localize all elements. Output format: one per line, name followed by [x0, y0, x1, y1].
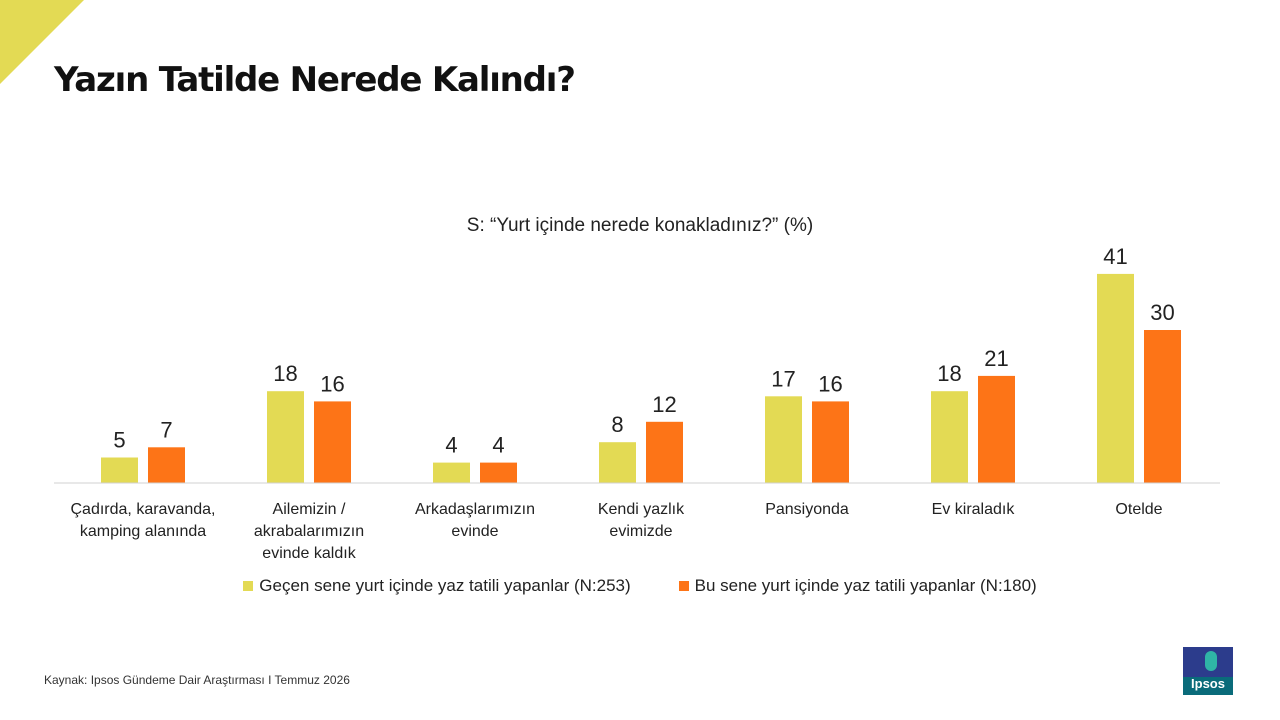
- data-label-s1-c1: 16: [320, 371, 344, 396]
- data-label-s0-c1: 18: [273, 361, 297, 386]
- bar-s1-c2: [480, 462, 517, 483]
- data-label-s1-c3: 12: [652, 392, 676, 417]
- category-label-0: Çadırda, karavanda, kamping alanında: [71, 501, 216, 540]
- ipsos-logo: Ipsos: [1183, 647, 1233, 695]
- data-label-s1-c0: 7: [160, 417, 172, 442]
- legend-label-last-year: Geçen sene yurt içinde yaz tatili yapanl…: [259, 576, 631, 595]
- category-label-5: Ev kiraladık: [932, 501, 1016, 518]
- bar-s0-c1: [267, 391, 304, 483]
- data-label-s0-c2: 4: [445, 433, 457, 458]
- chart-title: S: “Yurt içinde nerede konakladınız?” (%…: [466, 215, 814, 236]
- page-title: Yazın Tatilde Nerede Kalındı?: [54, 60, 576, 100]
- bar-s0-c6: [1097, 273, 1134, 483]
- data-label-s0-c6: 41: [1103, 244, 1127, 269]
- bar-s1-c1: [314, 401, 351, 483]
- category-label-6: Otelde: [1115, 501, 1162, 518]
- bar-s1-c5: [978, 375, 1015, 483]
- legend: Geçen sene yurt içinde yaz tatili yapanl…: [0, 576, 1280, 596]
- data-label-s1-c5: 21: [984, 346, 1008, 371]
- bar-s1-c3: [646, 421, 683, 483]
- bar-s0-c5: [931, 391, 968, 483]
- data-label-s0-c3: 8: [611, 412, 623, 437]
- data-label-s0-c5: 18: [937, 361, 961, 386]
- bar-s0-c3: [599, 442, 636, 483]
- legend-label-this-year: Bu sene yurt içinde yaz tatili yapanlar …: [694, 576, 1037, 595]
- bar-s0-c0: [101, 457, 138, 483]
- legend-item-last-year: Geçen sene yurt içinde yaz tatili yapanl…: [243, 576, 631, 596]
- data-label-s1-c6: 30: [1150, 300, 1174, 325]
- data-label-s0-c0: 5: [113, 428, 125, 453]
- legend-swatch-last-year: [243, 581, 254, 591]
- data-label-s0-c4: 17: [771, 366, 795, 391]
- ipsos-logo-mark: [1183, 647, 1233, 677]
- bar-s1-c0: [148, 447, 185, 483]
- corner-accent-triangle: [0, 0, 84, 84]
- bar-chart: 5 7 Çadırda, karavanda, kamping alanında 18 1…: [54, 244, 1220, 562]
- category-label-3: Kendi yazlık evimizde: [598, 501, 685, 540]
- category-label-2: Arkadaşlarımızın evinde: [415, 501, 535, 540]
- data-label-s1-c2: 4: [492, 433, 504, 458]
- category-label-4: Pansiyonda: [765, 501, 849, 518]
- bar-s1-c4: [812, 401, 849, 483]
- legend-swatch-this-year: [678, 581, 689, 591]
- source-note: Kaynak: Ipsos Gündeme Dair Araştırması I…: [44, 673, 350, 687]
- bar-s1-c6: [1144, 330, 1181, 483]
- data-label-s1-c4: 16: [818, 371, 842, 396]
- ipsos-logo-text: Ipsos: [1191, 676, 1225, 691]
- bar-s0-c4: [765, 396, 802, 483]
- bar-s0-c2: [433, 462, 470, 483]
- category-label-1: Ailemizin / akrabalarımızın evinde kaldık: [254, 501, 364, 562]
- legend-item-this-year: Bu sene yurt içinde yaz tatili yapanlar …: [678, 576, 1037, 596]
